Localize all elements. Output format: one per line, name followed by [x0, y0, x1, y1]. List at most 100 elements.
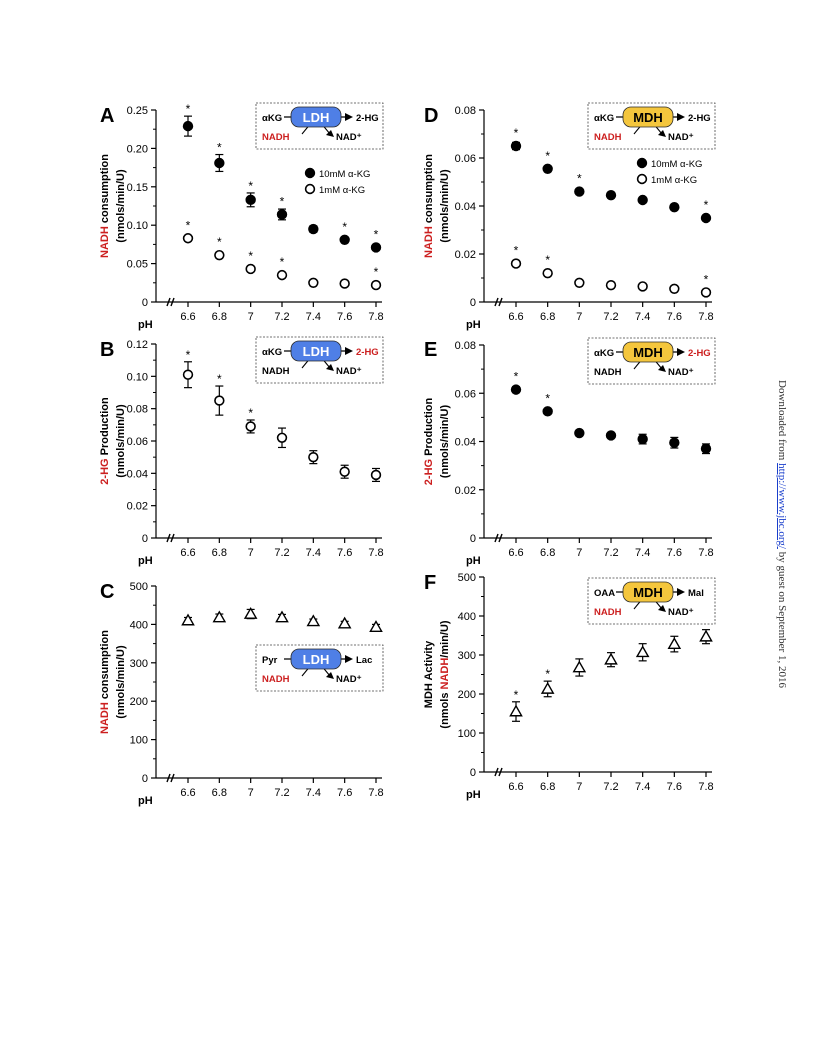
scheme-cofactor: NADH: [594, 607, 622, 618]
y-axis-label: MDH Activity: [423, 640, 435, 708]
data-point: [605, 189, 617, 201]
y-tick-label: 0.02: [455, 249, 476, 261]
data-point: [700, 212, 712, 224]
y-axis-units: (nmols/min/U): [115, 645, 127, 719]
axis-break: [170, 533, 175, 543]
y-axis-units: (nmols/min/U): [115, 404, 127, 478]
watermark-link[interactable]: http://www.jbc.org/: [776, 463, 788, 549]
axis-break: [166, 297, 171, 307]
series: **: [510, 370, 712, 455]
x-tick-label: 7.8: [698, 311, 713, 323]
data-point: [542, 163, 553, 174]
significance-star: *: [217, 235, 222, 249]
panel-a: A 0 0.05 0.10 0.15 0.20 0.25 6.6 6.8 7 7.2 7.4 7.6 7.…: [99, 102, 384, 331]
data-point: [370, 469, 382, 481]
x-tick-label: 6.6: [180, 547, 195, 559]
data-point: [308, 451, 319, 463]
y-tick-label: 200: [458, 689, 476, 701]
y-axis-label: NADH consumption: [99, 630, 111, 734]
panel-letter: E: [424, 339, 437, 361]
y-axis-units: (nmols/min/U): [439, 405, 451, 479]
scheme-product: Mal: [688, 588, 704, 599]
significance-star: *: [514, 126, 519, 140]
y-axis-label: 2-HG Production: [99, 397, 111, 485]
scheme-cofactor-out: NAD⁺: [668, 367, 694, 378]
enzyme-label: LDH: [303, 652, 330, 667]
significance-star: *: [280, 194, 285, 208]
data-point: [669, 437, 680, 448]
data-point: [181, 613, 195, 626]
panel-letter: C: [100, 581, 114, 603]
y-tick-label: 0.06: [455, 153, 476, 165]
significance-star: *: [704, 272, 709, 286]
x-axis-label: pH: [138, 319, 153, 331]
significance-star: *: [374, 227, 379, 241]
x-tick-label: 7: [576, 311, 582, 323]
y-tick-label: 300: [458, 650, 476, 662]
x-tick-label: 7: [576, 547, 582, 559]
series: **: [509, 629, 713, 722]
scheme-cof-arrowhead: [326, 672, 334, 679]
x-tick-label: 6.6: [508, 311, 523, 323]
x-tick-label: 7.6: [337, 787, 352, 799]
panel-e: E 0 0.02 0.04 0.06 0.08 6.6 6.8 7 7.2 7.4 7.6 7.8 pH 2…: [423, 337, 716, 567]
x-tick-label: 7.2: [603, 311, 618, 323]
significance-star: *: [704, 198, 709, 212]
x-tick-label: 6.6: [180, 311, 195, 323]
x-tick-label: 7.2: [274, 787, 289, 799]
y-tick-label: 0.08: [455, 340, 476, 352]
watermark-prefix: Downloaded from: [776, 380, 788, 464]
y-tick-label: 0.04: [455, 437, 476, 449]
scheme-cof-arrowhead: [658, 365, 666, 372]
significance-star: *: [577, 172, 582, 186]
data-point: [337, 616, 352, 629]
y-tick-label: 500: [458, 572, 476, 584]
y-tick-label: 0.20: [127, 143, 148, 155]
data-point: [604, 652, 618, 665]
x-tick-label: 6.8: [540, 781, 555, 793]
y-tick-label: 0.06: [455, 388, 476, 400]
x-tick-label: 7.8: [698, 547, 713, 559]
scheme-cofactor-out: NAD⁺: [668, 132, 694, 143]
enzyme-pill: [622, 341, 674, 363]
data-point: [510, 384, 522, 395]
x-tick-label: 7.2: [274, 547, 289, 559]
y-tick-label: 0: [470, 767, 476, 779]
data-point: [276, 209, 288, 220]
axis-break: [494, 767, 499, 777]
x-tick-label: 6.8: [540, 547, 555, 559]
y-tick-label: 0: [142, 297, 148, 309]
scheme-substrate: Pyr: [262, 655, 278, 666]
scheme-cof-arrowhead: [326, 130, 334, 137]
x-tick-label: 7.4: [635, 781, 650, 793]
panel-d: D 0 0.02 0.04 0.06 0.08 6.6 6.8 7 7.2 7.4 7.6 7.8 pH N…: [423, 102, 716, 331]
y-axis-label: NADH consumption: [99, 154, 111, 258]
scheme-cofactor-out: NAD⁺: [336, 674, 362, 685]
data-point: [700, 443, 712, 454]
scheme-cofactor: NADH: [594, 132, 622, 143]
scheme-product: 2-HG: [356, 113, 379, 124]
axis-break: [166, 773, 171, 783]
axis-break: [166, 533, 171, 543]
enzyme-pill: [290, 106, 342, 128]
y-tick-label: 400: [130, 619, 148, 631]
significance-star: *: [342, 220, 347, 234]
data-point: [339, 466, 350, 477]
y-tick-label: 0.12: [127, 339, 148, 351]
y-tick-label: 0.08: [455, 105, 476, 117]
axis-break: [498, 767, 503, 777]
y-label-red: 2-HG: [423, 459, 435, 485]
x-tick-label: 7: [248, 311, 254, 323]
x-tick-label: 7.2: [603, 547, 618, 559]
axis-break: [170, 773, 175, 783]
y-tick-label: 0.04: [127, 468, 148, 480]
x-tick-label: 7.8: [698, 781, 713, 793]
legend-marker: [304, 183, 316, 195]
x-tick-label: 7.2: [603, 781, 618, 793]
data-point: [182, 369, 194, 380]
scheme-cof-arrowhead: [658, 605, 666, 612]
x-tick-label: 7.4: [306, 311, 321, 323]
scheme-substrate: αKG: [262, 347, 282, 358]
scheme-arrowhead: [677, 113, 685, 121]
